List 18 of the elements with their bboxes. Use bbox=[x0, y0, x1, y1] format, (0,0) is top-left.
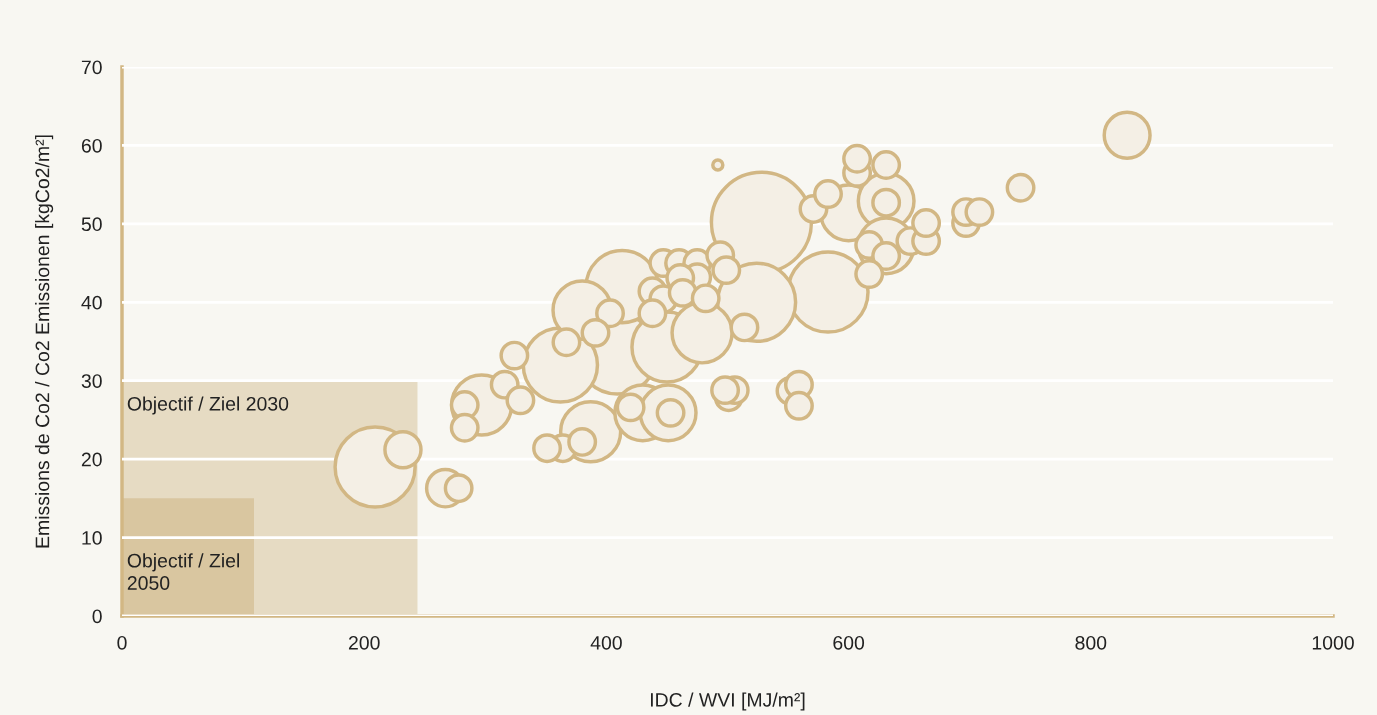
y-tick-label: 10 bbox=[82, 531, 102, 545]
y-tick-label: 40 bbox=[81, 295, 102, 310]
x-tick-label: 0 bbox=[117, 635, 127, 650]
y-axis-title: Emissions de Co2 / Co2 Emissionen [kgCo2/m²] bbox=[35, 135, 54, 548]
x-axis-title: IDC / WVI [MJ/m²] bbox=[650, 692, 805, 711]
x-tick-label: 400 bbox=[590, 635, 622, 650]
y-tick-label: 20 bbox=[81, 452, 102, 467]
x-tick-label: 800 bbox=[1075, 635, 1107, 650]
annotation: Objectif / Ziel 2050 bbox=[127, 553, 239, 590]
annotation: Objectif / Ziel 2030 bbox=[127, 396, 289, 415]
x-tick-label: 600 bbox=[833, 635, 865, 650]
x-tick-label: 1000 bbox=[1312, 635, 1354, 650]
y-tick-label: 60 bbox=[81, 138, 102, 153]
y-tick-label: 0 bbox=[92, 609, 102, 624]
y-tick-label: 70 bbox=[81, 60, 102, 75]
y-tick-label: 30 bbox=[81, 374, 102, 388]
y-tick-label: 50 bbox=[81, 217, 102, 232]
x-tick-label: 200 bbox=[348, 635, 380, 650]
